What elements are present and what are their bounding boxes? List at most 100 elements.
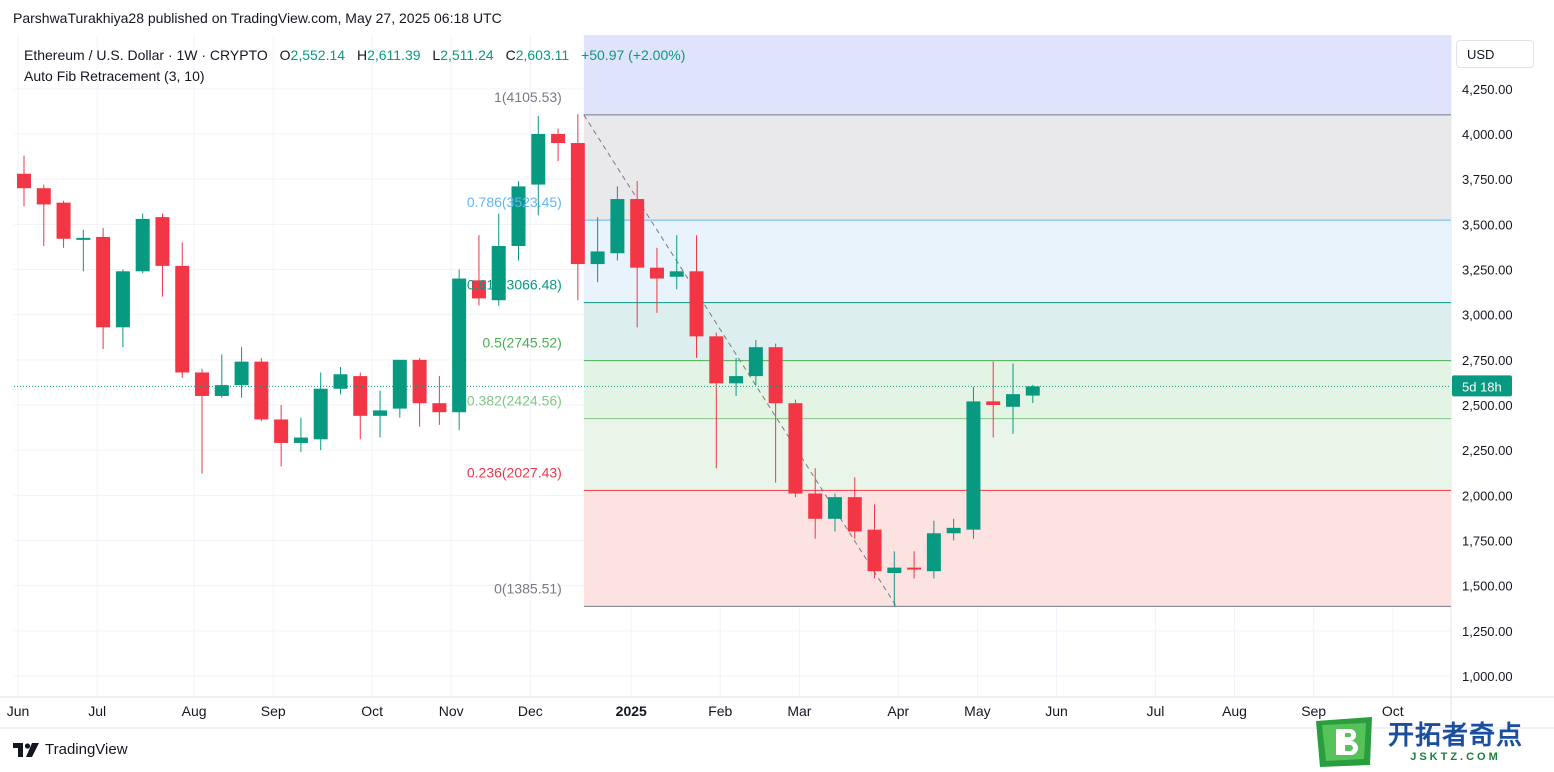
- symbol-title[interactable]: Ethereum / U.S. Dollar · 1W · CRYPTO: [24, 47, 268, 63]
- high-value: 2,611.39: [367, 47, 421, 63]
- candle-body: [195, 372, 210, 396]
- fib-zone: [583, 360, 1451, 419]
- time-tick-label: Feb: [708, 703, 732, 719]
- fib-level-label: 0(1385.51): [494, 580, 562, 596]
- candle-body: [511, 186, 526, 247]
- price-tick-label: 3,250.00: [1462, 263, 1513, 278]
- low-value: 2,511.24: [440, 47, 494, 63]
- publisher-line: ParshwaTurakhiya28 published on TradingV…: [13, 10, 502, 26]
- candle-body: [96, 236, 111, 328]
- symbol-row: Ethereum / U.S. Dollar · 1W · CRYPTO O2,…: [24, 45, 685, 66]
- candle-body: [452, 278, 467, 413]
- candle-body: [234, 361, 249, 386]
- tradingview-logo[interactable]: TradingView: [13, 741, 128, 758]
- time-tick-label: Mar: [787, 703, 811, 719]
- candle-body: [946, 527, 961, 534]
- candle-body: [847, 497, 862, 532]
- price-tick-label: 4,000.00: [1462, 127, 1513, 142]
- candle-body: [135, 218, 150, 272]
- candle-body: [293, 437, 308, 443]
- time-axis[interactable]: Jun Jul Aug Sep Oct Nov Dec 2025 Feb Mar Apr May Jun…: [7, 703, 1404, 719]
- fib-level-label: 1(4105.53): [494, 89, 562, 105]
- fib-labels: 1(4105.53) 0.786(3523.45) 0.618(3066.48) 0.…: [467, 89, 562, 596]
- candle-body: [709, 336, 724, 384]
- candle-body: [175, 265, 190, 373]
- open-label: O: [279, 47, 291, 63]
- price-tick-label: 2,750.00: [1462, 353, 1513, 368]
- indicator-title[interactable]: Auto Fib Retracement (3, 10): [24, 68, 205, 84]
- high-label: H: [356, 47, 368, 63]
- fib-level-label: 0.236(2027.43): [467, 464, 562, 480]
- price-tick-label: 3,500.00: [1462, 217, 1513, 232]
- fib-retracement: [583, 35, 1451, 607]
- price-countdown-badge: [1452, 375, 1512, 397]
- candle-body: [76, 237, 91, 240]
- time-tick-label: Jun: [1045, 703, 1068, 719]
- fib-zone: [583, 114, 1451, 221]
- price-tick-label: 1,000.00: [1462, 669, 1513, 684]
- candle-body: [313, 388, 328, 440]
- current-price-line: 5d 18h: [14, 375, 1512, 397]
- candle-body: [630, 199, 645, 268]
- chart-legend: Ethereum / U.S. Dollar · 1W · CRYPTO O2,…: [24, 45, 685, 87]
- watermark-site: JSKTZ.COM: [1410, 751, 1501, 763]
- fib-zone: [583, 220, 1451, 303]
- price-tick-label: 3,000.00: [1462, 308, 1513, 323]
- candle-body: [56, 202, 71, 239]
- candle-body: [1025, 386, 1040, 396]
- candle-body: [274, 419, 289, 443]
- fib-trend-line: [583, 114, 897, 607]
- candle-body: [887, 567, 902, 574]
- fib-level-label: 0.618(3066.48): [467, 277, 562, 293]
- currency-selector[interactable]: USD: [1456, 40, 1534, 68]
- fib-zone: [583, 490, 1451, 607]
- time-tick-label: Jul: [1146, 703, 1164, 719]
- candle-body: [669, 271, 684, 277]
- candle-body: [689, 271, 704, 337]
- fib-zone-above: [583, 35, 1451, 115]
- fib-level-label: 0.5(2745.52): [482, 335, 561, 351]
- time-tick-label: Aug: [182, 703, 207, 719]
- tradingview-brand: TradingView: [45, 741, 128, 758]
- candle-body: [867, 529, 882, 572]
- fib-zone: [583, 418, 1451, 491]
- candle-body: [986, 401, 1001, 405]
- candle-body: [649, 267, 664, 279]
- candle-body: [531, 134, 546, 185]
- time-tick-label: May: [964, 703, 990, 719]
- candle-body: [808, 493, 823, 519]
- candle-body: [610, 199, 625, 254]
- candle-body: [214, 385, 229, 396]
- candle-body: [373, 410, 388, 416]
- time-tick-label: Aug: [1222, 703, 1247, 719]
- time-tick-label: Sep: [1301, 703, 1326, 719]
- candle-body: [115, 271, 130, 328]
- close-value: 2,603.11: [515, 47, 570, 63]
- candle-body: [551, 134, 566, 144]
- candle-body: [748, 347, 763, 377]
- candle-body: [353, 376, 368, 416]
- price-tick-label: 1,750.00: [1462, 534, 1513, 549]
- candle-body: [926, 533, 941, 572]
- candle-body: [966, 401, 981, 530]
- watermark-logo-icon: [1316, 717, 1372, 767]
- watermark-title: 开拓者奇点: [1388, 721, 1524, 751]
- time-tick-label: Nov: [439, 703, 464, 719]
- candle-body: [570, 143, 585, 265]
- price-axis[interactable]: 1,000.00 1,250.00 1,500.00 1,750.00 2,000.00…: [1462, 82, 1513, 684]
- fib-level-label: 0.382(2424.56): [467, 393, 562, 409]
- price-tick-label: 2,500.00: [1462, 398, 1513, 413]
- fib-level-label: 0.786(3523.45): [467, 194, 562, 210]
- price-countdown-label: 5d 18h: [1462, 379, 1502, 394]
- candle-body: [254, 361, 269, 420]
- price-tick-label: 1,250.00: [1462, 624, 1513, 639]
- open-value: 2,552.14: [290, 47, 346, 63]
- time-tick-label: Oct: [1382, 703, 1404, 719]
- time-tick-label: Oct: [361, 703, 383, 719]
- change-value: +50.97 (+2.00%): [581, 47, 686, 63]
- price-tick-label: 3,750.00: [1462, 172, 1513, 187]
- close-label: C: [505, 47, 516, 63]
- candle-body: [471, 280, 486, 299]
- candle-body: [729, 376, 744, 384]
